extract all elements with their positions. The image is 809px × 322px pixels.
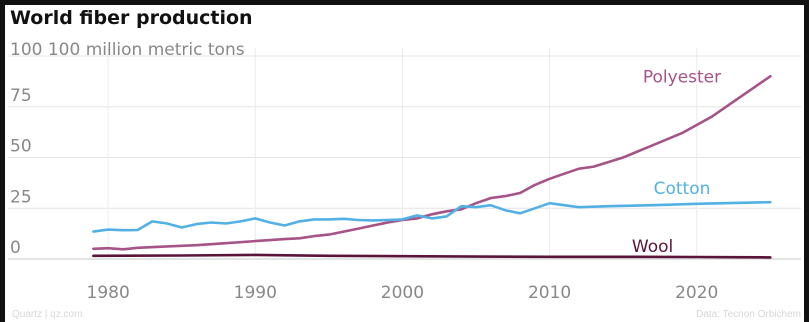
y-tick-label-0: 0 bbox=[10, 238, 21, 258]
y-axis-unit-label: 100 100 million metric tons bbox=[10, 40, 245, 60]
x-tick-label-2000: 2000 bbox=[381, 283, 424, 303]
grid bbox=[8, 48, 801, 260]
x-tick-label-2010: 2010 bbox=[528, 283, 571, 303]
series-label-polyester: Polyester bbox=[643, 67, 721, 87]
series-line-wool bbox=[92, 253, 772, 259]
labels: 0 25 50 75 100 100 million metric tons 1980 19… bbox=[10, 40, 721, 303]
x-tick-label-1990: 1990 bbox=[234, 283, 277, 303]
x-tick-label-1980: 1980 bbox=[87, 283, 130, 303]
series-lines bbox=[92, 75, 772, 259]
source-credit-right: Data: Tecnon Orbichem bbox=[696, 309, 801, 320]
series-label-cotton: Cotton bbox=[654, 179, 711, 199]
series-label-wool: Wool bbox=[632, 237, 673, 257]
y-tick-label-50: 50 bbox=[10, 137, 32, 157]
source-credit-left: Quartz | qz.com bbox=[12, 309, 83, 320]
chart-title: World fiber production bbox=[10, 7, 253, 29]
y-tick-label-75: 75 bbox=[10, 86, 32, 106]
series-line-cotton bbox=[92, 200, 772, 233]
y-tick-label-25: 25 bbox=[10, 187, 32, 207]
x-tick-label-2020: 2020 bbox=[675, 283, 718, 303]
